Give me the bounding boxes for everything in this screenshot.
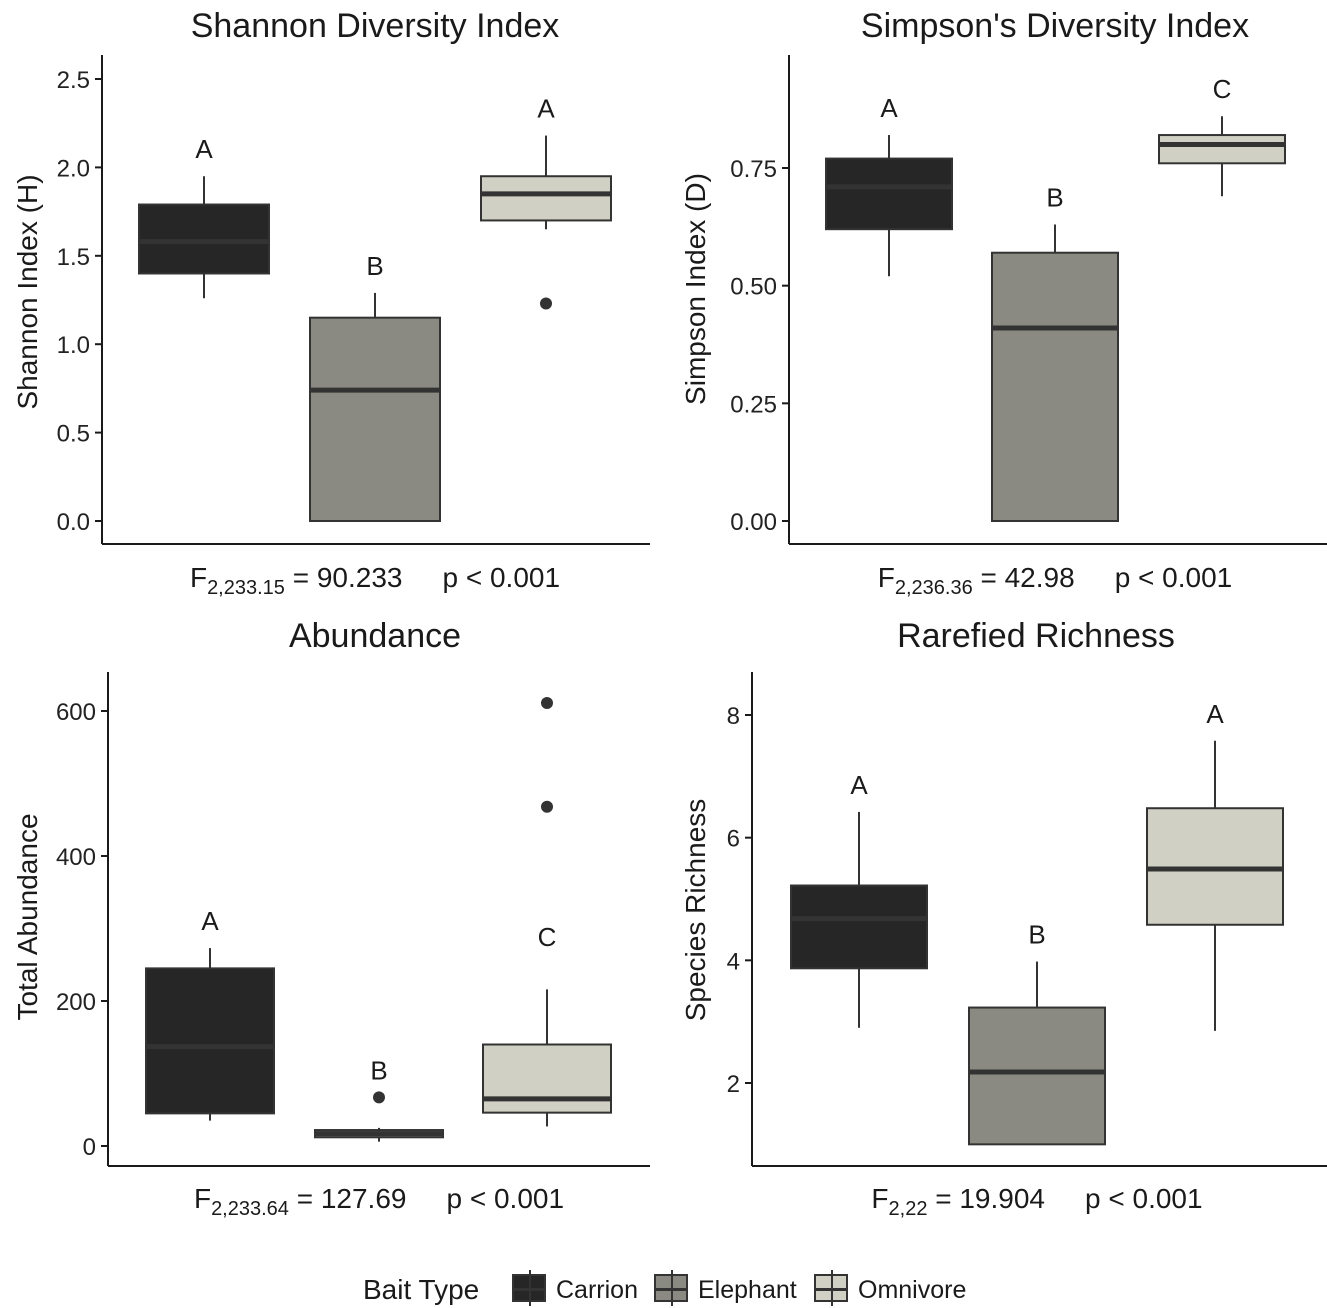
stat-text: F2,236.36 = 42.98 p < 0.001 [878,562,1233,599]
box-carrion [825,157,953,231]
box-omnivore [482,1043,612,1114]
group-letter-omnivore: C [538,922,557,952]
panel-2: Simpson's Diversity Index 0.00 0.25 0.50 0.7… [680,7,1327,599]
y-tick-label: 0.00 [730,509,777,536]
box-carrion [145,967,275,1115]
panel-3: Abundance 0 200 400 600 Total Abundance A B C F2,… [12,617,650,1220]
y-axis-label: Total Abundance [12,813,43,1020]
legend-key-elephant [654,1270,688,1306]
group-letter-carrion: A [201,906,219,936]
legend-label-elephant: Elephant [698,1276,797,1304]
group-letter-carrion: A [850,770,868,800]
chart-title: Simpson's Diversity Index [861,7,1249,45]
y-tick-label: 0.5 [57,421,90,448]
figure: Shannon Diversity Index 0.0 0.5 1.0 1.5 2.0 2.… [12,7,1327,1220]
panel-1: Shannon Diversity Index 0.0 0.5 1.0 1.5 2.0 2.… [12,7,650,599]
stat-text: F2,233.15 = 90.233 p < 0.001 [190,562,560,599]
y-tick-label: 600 [56,699,96,726]
group-letter-carrion: A [880,93,898,123]
outlier-elephant [373,1091,385,1104]
y-tick-label: 0.50 [730,274,777,301]
box-elephant [309,316,441,522]
panel-4: Rarefied Richness 2 4 6 8 Species Richness A B A… [680,617,1327,1220]
stat-text: F2,233.64 = 127.69 p < 0.001 [194,1183,564,1220]
outlier-omnivore [541,800,553,813]
y-tick-label: 0.25 [730,391,777,418]
box-carrion [790,884,928,970]
y-tick-label: 1.5 [57,244,90,271]
chart-title: Abundance [289,617,461,655]
y-tick-label: 8 [727,703,740,730]
y-tick-label: 2 [727,1071,740,1098]
box-carrion [138,203,270,275]
group-letter-elephant: B [1046,182,1063,212]
group-letter-carrion: A [195,134,213,164]
y-tick-label: 200 [56,989,96,1016]
box-omnivore [1158,134,1286,165]
group-letter-elephant: B [1028,920,1045,950]
legend-title: Bait Type [363,1274,480,1305]
y-tick-label: 2.0 [57,155,90,182]
legend-label-carrion: Carrion [556,1276,638,1304]
legend-key-omnivore [814,1270,848,1306]
group-letter-omnivore: A [1206,699,1224,729]
y-tick-label: 1.0 [57,332,90,359]
legend-key-carrion [512,1270,546,1306]
y-tick-label: 400 [56,844,96,871]
group-letter-omnivore: A [537,94,555,124]
chart-title: Rarefied Richness [897,617,1175,655]
y-tick-label: 0.0 [57,509,90,536]
chart-title: Shannon Diversity Index [191,7,560,45]
y-tick-label: 6 [727,826,740,853]
legend-label-omnivore: Omnivore [858,1276,967,1304]
y-tick-label: 0 [83,1134,96,1161]
y-tick-label: 2.5 [57,67,90,94]
box-elephant [991,251,1119,522]
box-elephant [968,1006,1106,1146]
group-letter-elephant: B [366,251,383,281]
outlier-omnivore [541,697,553,710]
stat-text: F2,22 = 19.904 p < 0.001 [871,1183,1202,1220]
group-letter-elephant: B [370,1055,387,1085]
outlier-omnivore [540,297,552,310]
y-axis-label: Simpson Index (D) [680,173,711,405]
y-tick-label: 4 [727,948,740,975]
box-omnivore [480,175,612,222]
y-axis-label: Shannon Index (H) [12,174,43,409]
legend: Bait Type Carrion Elephant Omnivore [0,1268,1327,1308]
y-axis-label: Species Richness [680,799,711,1022]
group-letter-omnivore: C [1213,74,1232,104]
y-tick-label: 0.75 [730,156,777,183]
